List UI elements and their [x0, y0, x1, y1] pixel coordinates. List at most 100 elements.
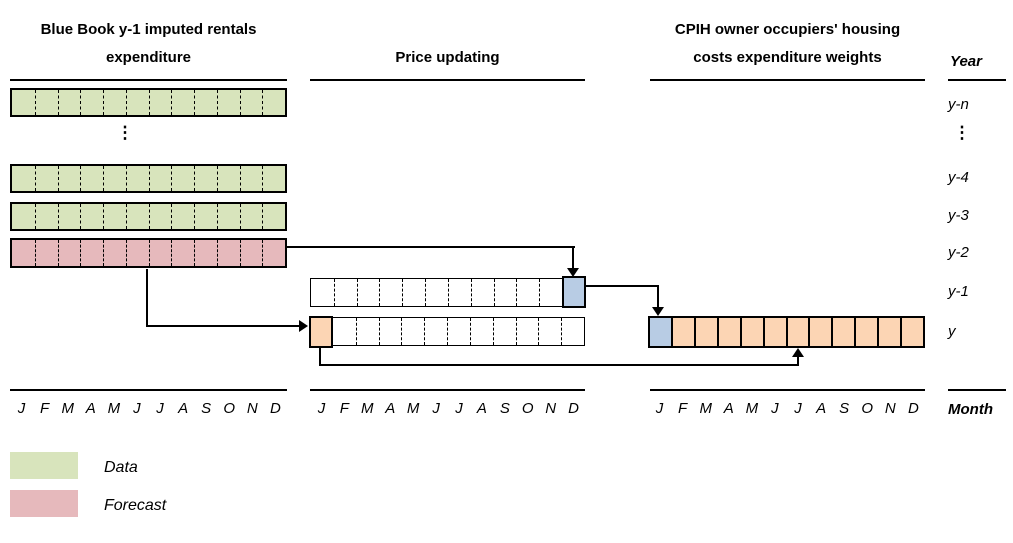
- segment-separator: [194, 204, 195, 229]
- segment-separator: [378, 318, 380, 345]
- month-label: J: [133, 400, 141, 417]
- segment-separator: [262, 90, 264, 115]
- weights-cell: [739, 318, 763, 346]
- segment-separator: [425, 279, 427, 306]
- month-label: O: [521, 400, 534, 417]
- header-expenditure-line2: expenditure: [105, 49, 192, 66]
- header-price-updating: Price updating: [395, 49, 500, 66]
- month-label: J: [655, 400, 664, 417]
- segment-separator: [539, 279, 541, 306]
- weights-cell: [716, 318, 740, 346]
- month-label: A: [385, 400, 396, 417]
- segment-separator: [194, 90, 195, 115]
- month-label: J: [17, 400, 26, 417]
- segment-separator: [125, 90, 127, 115]
- segment-separator: [125, 240, 127, 266]
- month-label: F: [40, 400, 50, 417]
- month-label: N: [545, 400, 557, 417]
- month-label: M: [406, 400, 420, 417]
- segment-separator: [80, 90, 82, 115]
- segment-separator: [57, 240, 59, 266]
- segment-separator: [239, 240, 241, 266]
- segment-separator: [103, 204, 104, 229]
- segment-separator: [239, 90, 241, 115]
- segment-separator: [538, 318, 540, 345]
- segment-separator: [171, 204, 173, 229]
- month-label: J: [794, 400, 802, 417]
- segment-separator: [239, 204, 241, 229]
- segment-separator: [34, 204, 36, 229]
- legend-label-forecast: Forecast: [104, 497, 167, 514]
- month-label: M: [361, 400, 374, 417]
- segment-separator: [194, 240, 195, 266]
- month-label: J: [455, 400, 463, 417]
- year-label-y-2: y-2: [948, 244, 969, 261]
- header-weights-column: CPIH owner occupiers' housing costs expe…: [650, 16, 925, 72]
- segment-separator: [356, 279, 358, 306]
- header-underline-year: [948, 79, 1006, 81]
- year-axis-title: Year: [950, 53, 982, 70]
- arrow-head-up-icon: [792, 348, 804, 357]
- month-label: S: [201, 400, 212, 417]
- year-label-y-4: y-4: [948, 169, 969, 186]
- month-label: F: [339, 400, 349, 417]
- weights-cell: [877, 318, 901, 346]
- weights-cell: [831, 318, 855, 346]
- segment-separator: [561, 318, 563, 345]
- segment-separator: [333, 279, 335, 306]
- segment-separator: [125, 204, 127, 229]
- segment-separator: [34, 166, 36, 191]
- arrow-head-down-icon: [652, 307, 664, 316]
- bar-expenditure-y-2-forecast: [10, 238, 287, 268]
- weights-cell: [900, 318, 924, 346]
- segment-separator: [148, 166, 150, 191]
- year-label-y-1: y-1: [948, 283, 969, 300]
- month-label: S: [839, 400, 850, 417]
- segment-separator: [216, 240, 218, 266]
- segment-separator: [148, 90, 150, 115]
- bar-expenditure-y-4: [10, 164, 287, 193]
- header-expenditure-column: Blue Book y-1 imputed rentals expenditur…: [10, 16, 287, 72]
- bar-price-updating-y-feb-dec: [332, 317, 585, 346]
- header-underline-expenditure: [10, 79, 287, 81]
- segment-separator: [424, 318, 426, 345]
- header-underline-weights: [650, 79, 925, 81]
- bar-price-updating-y-1-jan-nov: [310, 278, 563, 307]
- segment-separator: [148, 240, 150, 266]
- weights-cell: [762, 318, 786, 346]
- segment-price-index-dec-y-1: [562, 276, 586, 308]
- month-label: J: [432, 400, 440, 417]
- segment-separator: [34, 90, 36, 115]
- arrow-line: [586, 285, 659, 287]
- segment-separator: [103, 90, 104, 115]
- month-label: O: [223, 400, 236, 417]
- ellipsis-year: ⋮: [953, 123, 971, 142]
- arrow-head-right-icon: [299, 320, 308, 332]
- segment-separator: [262, 240, 264, 266]
- month-label: A: [85, 400, 96, 417]
- segment-separator: [447, 318, 449, 345]
- month-label: O: [861, 400, 874, 417]
- weights-cell-jan-index: [650, 318, 671, 346]
- month-label: A: [816, 400, 827, 417]
- segment-separator: [492, 318, 494, 345]
- month-label: A: [723, 400, 734, 417]
- segment-separator: [34, 240, 36, 266]
- segment-separator: [103, 240, 104, 266]
- segment-separator: [402, 279, 404, 306]
- segment-separator: [447, 279, 449, 306]
- month-label: J: [156, 400, 164, 417]
- month-label: N: [884, 400, 896, 417]
- month-label: S: [499, 400, 510, 417]
- year-label-y-3: y-3: [948, 207, 969, 224]
- month-label: M: [61, 400, 74, 417]
- segment-separator: [469, 318, 471, 345]
- month-label: J: [317, 400, 326, 417]
- segment-separator: [171, 240, 173, 266]
- month-label: D: [907, 400, 919, 417]
- segment-separator: [379, 279, 381, 306]
- segment-separator: [262, 204, 264, 229]
- segment-separator: [103, 166, 104, 191]
